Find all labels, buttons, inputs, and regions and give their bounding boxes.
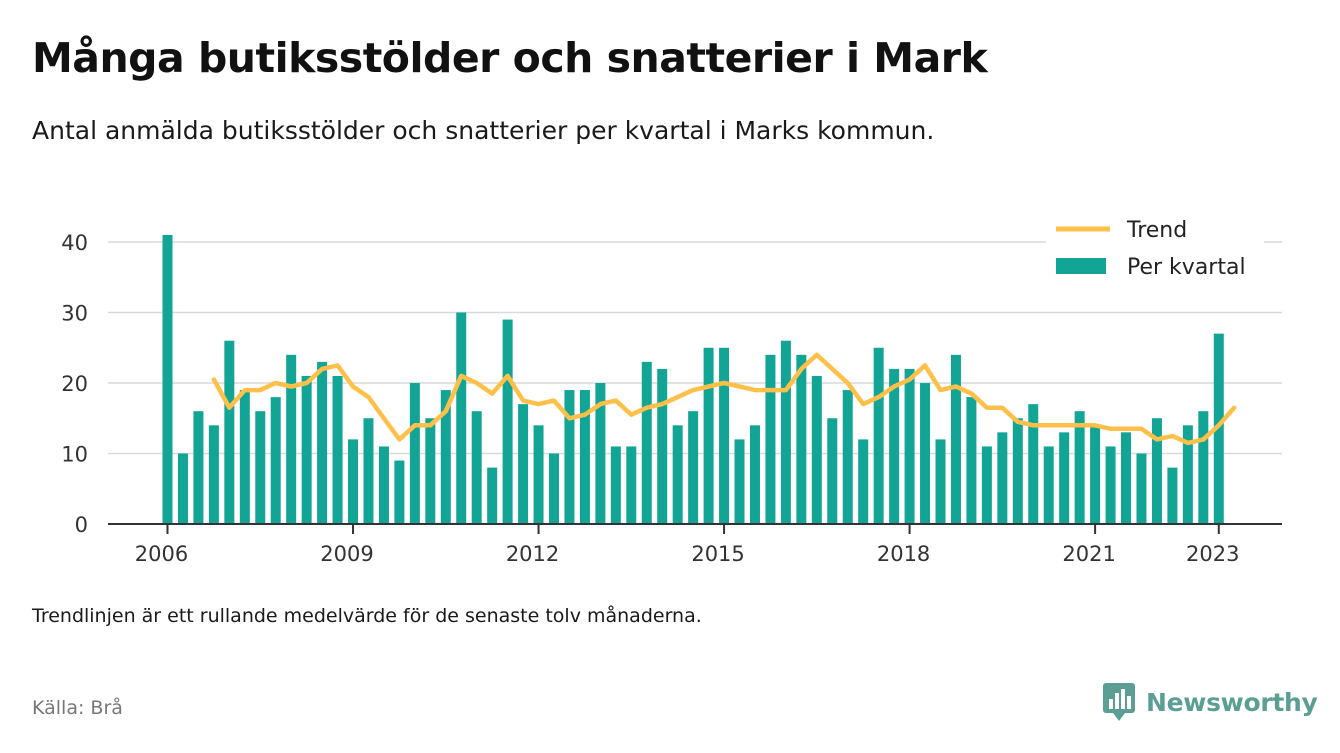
x-tick-label: 2018 [877, 542, 930, 566]
bar [533, 425, 544, 524]
bar [317, 361, 328, 524]
bar [842, 390, 853, 524]
bar [564, 390, 575, 524]
bar [765, 354, 776, 524]
y-tick-label: 40 [61, 231, 88, 255]
chart-title: Många butiksstölder och snatterier i Mar… [32, 34, 988, 82]
bar [193, 411, 204, 524]
bar [920, 383, 931, 524]
bar [873, 347, 884, 524]
x-axis: 0 10 20 30 40 2006 2009 2012 2015 2018 2021 2023 [61, 231, 1282, 566]
bar [286, 354, 297, 524]
bar [1182, 425, 1193, 524]
brand-name: Newsworthy [1146, 687, 1318, 717]
bar [332, 375, 343, 524]
legend-trend-label: Trend [1126, 218, 1187, 243]
chart-canvas: 0 10 20 30 40 2006 2009 2012 2015 2018 2021 2023 Tr… [61, 212, 1282, 566]
bar [657, 368, 668, 524]
bar [1121, 432, 1132, 524]
bar [162, 234, 173, 524]
x-tick-label: 2012 [506, 542, 559, 566]
bar [1043, 446, 1054, 524]
bar [440, 390, 451, 524]
bar [1167, 467, 1178, 524]
bars-per-kvartal [162, 234, 1224, 524]
bar [1074, 411, 1085, 524]
y-tick-label: 20 [61, 372, 88, 396]
bar [595, 383, 606, 524]
brand-logo: Newsworthy [1102, 682, 1318, 722]
bar [1012, 418, 1023, 524]
bar [549, 453, 559, 524]
bar [456, 312, 467, 524]
bar [1151, 418, 1162, 524]
legend-background [1046, 212, 1264, 288]
bar [502, 319, 513, 524]
bar [270, 397, 281, 524]
legend: Trend Per kvartal [1046, 212, 1264, 288]
bar [425, 418, 436, 524]
bar [981, 446, 992, 524]
bar [471, 411, 482, 524]
source-text: Källa: Brå [32, 697, 123, 719]
legend-bar-swatch [1056, 258, 1106, 274]
bar [796, 354, 807, 524]
bar [626, 446, 637, 524]
bar [811, 375, 822, 524]
bar [239, 390, 250, 524]
chart-subtitle: Antal anmälda butiksstölder och snatteri… [32, 116, 935, 145]
bar [780, 340, 791, 524]
legend-bar-label: Per kvartal [1127, 255, 1246, 280]
bar [1198, 411, 1209, 524]
bar [749, 425, 760, 524]
bar [409, 383, 420, 524]
bar [224, 340, 235, 524]
bar [858, 439, 869, 524]
bar [703, 347, 714, 524]
bar [1028, 404, 1039, 524]
bar [1105, 446, 1116, 524]
bar [672, 425, 683, 524]
bar [935, 439, 946, 524]
bar [997, 432, 1008, 524]
x-tick-label: 2015 [691, 542, 744, 566]
bar [734, 439, 745, 524]
bar [579, 390, 590, 524]
bar [1136, 453, 1147, 524]
bar [255, 411, 266, 524]
y-tick-label: 10 [61, 443, 88, 467]
bar [719, 347, 730, 524]
bar [827, 418, 838, 524]
bar [1090, 425, 1101, 524]
bar [177, 453, 188, 524]
bar [966, 397, 977, 524]
bar [208, 425, 219, 524]
bar [1213, 333, 1224, 524]
bar [1059, 432, 1070, 524]
newsworthy-logo-icon [1103, 683, 1135, 721]
y-tick-label: 0 [75, 513, 88, 537]
bar [301, 375, 312, 524]
bar [688, 411, 699, 524]
bar [487, 467, 498, 524]
bar [950, 354, 961, 524]
bar [394, 460, 405, 524]
bar [363, 418, 374, 524]
trend-series [211, 352, 1237, 446]
x-tick-label: 2009 [320, 542, 373, 566]
x-tick-label: 2023 [1186, 542, 1239, 566]
bar [610, 446, 621, 524]
bar [378, 446, 389, 524]
bar [348, 439, 359, 524]
bar [904, 368, 915, 524]
bar [518, 404, 529, 524]
bar [889, 368, 900, 524]
footnote: Trendlinjen är ett rullande medelvärde f… [32, 605, 702, 627]
x-tick-label: 2021 [1062, 542, 1115, 566]
y-tick-label: 30 [61, 302, 88, 326]
trend-line [211, 352, 1237, 446]
x-tick-label: 2006 [135, 542, 188, 566]
bar [641, 361, 652, 524]
